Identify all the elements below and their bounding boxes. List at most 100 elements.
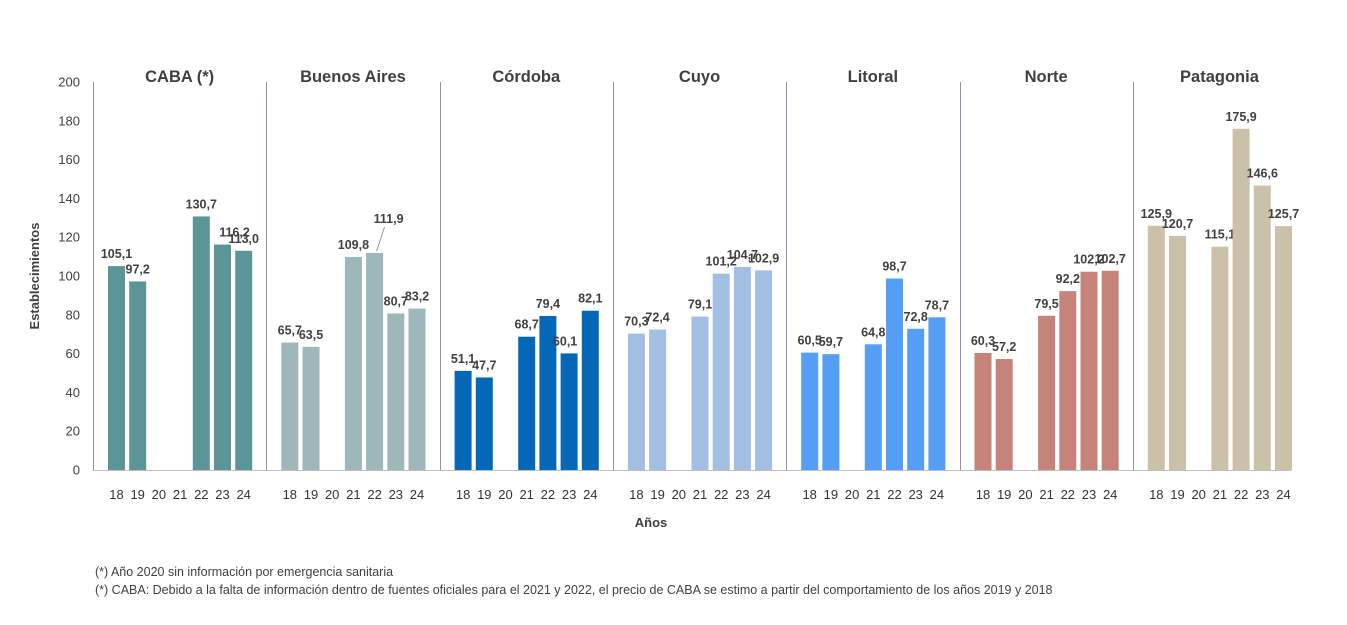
bar <box>475 377 493 470</box>
data-label: 113,0 <box>228 232 259 246</box>
x-tick-label: 22 <box>714 487 728 502</box>
data-label: 101,2 <box>706 255 737 269</box>
x-tick-label: 22 <box>541 487 555 502</box>
data-label: 51,1 <box>451 352 475 366</box>
data-label: 79,1 <box>688 298 712 312</box>
data-label: 109,8 <box>338 238 369 252</box>
data-label: 82,1 <box>578 292 602 306</box>
data-label: 79,5 <box>1034 297 1058 311</box>
bar <box>281 342 299 470</box>
x-tick-label: 23 <box>908 487 922 502</box>
x-tick-label: 18 <box>283 487 297 502</box>
x-tick-label: 23 <box>1082 487 1096 502</box>
data-label: 115,1 <box>1205 228 1236 242</box>
x-tick-label: 20 <box>498 487 512 502</box>
bar <box>344 256 362 470</box>
bar <box>864 344 882 470</box>
x-tick-label: 19 <box>130 487 144 502</box>
x-tick-label: 19 <box>650 487 664 502</box>
data-label: 92,2 <box>1056 272 1080 286</box>
x-tick-label: 18 <box>802 487 816 502</box>
x-tick-label: 20 <box>672 487 686 502</box>
group-title: Cuyo <box>679 68 720 86</box>
x-tick-label: 19 <box>824 487 838 502</box>
x-tick-label: 22 <box>367 487 381 502</box>
data-label: 102,2 <box>1073 253 1104 267</box>
x-tick-label: 18 <box>629 487 643 502</box>
x-tick-label: 23 <box>735 487 749 502</box>
data-label: 111,9 <box>374 212 404 226</box>
data-label: 72,8 <box>904 310 928 324</box>
bar <box>387 313 405 470</box>
x-tick-label: 20 <box>152 487 166 502</box>
label-leader-line <box>376 226 385 252</box>
bar <box>801 352 819 470</box>
data-label: 102,9 <box>748 251 779 265</box>
bar <box>581 310 599 470</box>
x-tick-label: 21 <box>693 487 707 502</box>
data-label: 60,3 <box>971 334 995 348</box>
group-title: Buenos Aires <box>300 68 406 86</box>
x-tick-label: 24 <box>1103 487 1117 502</box>
data-label: 59,7 <box>819 335 843 349</box>
bar <box>214 244 231 470</box>
bar <box>454 370 472 470</box>
x-tick-label: 21 <box>346 487 360 502</box>
bar <box>928 317 946 470</box>
data-label: 47,7 <box>472 358 496 372</box>
y-tick-label: 100 <box>58 269 80 284</box>
data-label: 70,3 <box>624 315 648 329</box>
bar <box>302 346 320 470</box>
bar <box>1275 226 1292 470</box>
x-tick-label: 22 <box>1061 487 1075 502</box>
bar <box>1232 128 1250 470</box>
footnote-covid: (*) Año 2020 sin información por emergen… <box>95 565 394 579</box>
group-title: Patagonia <box>1180 68 1260 86</box>
x-tick-label: 20 <box>1018 487 1032 502</box>
data-label: 72,4 <box>645 311 669 325</box>
x-tick-label: 21 <box>866 487 880 502</box>
y-tick-label: 0 <box>73 463 80 478</box>
bar <box>1038 315 1056 470</box>
bar <box>108 266 125 470</box>
bar <box>235 250 253 470</box>
x-tick-label: 21 <box>519 487 533 502</box>
group-title: Córdoba <box>492 68 561 86</box>
x-tick-label: 19 <box>1170 487 1184 502</box>
bar <box>129 281 147 470</box>
bar <box>712 273 730 470</box>
bar <box>822 354 840 470</box>
data-label: 83,2 <box>405 290 429 304</box>
data-label: 146,6 <box>1247 167 1278 181</box>
x-tick-label: 24 <box>410 487 424 502</box>
data-label: 68,7 <box>515 318 539 332</box>
x-tick-label: 21 <box>1213 487 1227 502</box>
bar <box>1169 235 1186 470</box>
data-label: 105,1 <box>101 247 132 261</box>
data-label: 80,7 <box>384 294 408 308</box>
x-tick-label: 18 <box>1149 487 1163 502</box>
group-title: Litoral <box>848 68 898 86</box>
group-title: Norte <box>1025 68 1068 86</box>
data-label: 60,5 <box>798 334 822 348</box>
bar <box>649 329 667 470</box>
x-tick-label: 23 <box>1255 487 1269 502</box>
x-tick-label: 22 <box>887 487 901 502</box>
bar <box>886 278 903 470</box>
x-tick-label: 23 <box>389 487 403 502</box>
data-label: 130,7 <box>186 197 217 211</box>
data-label: 125,9 <box>1141 207 1172 221</box>
bar <box>907 328 925 470</box>
x-tick-label: 21 <box>1039 487 1053 502</box>
bar <box>192 216 210 470</box>
x-tick-label: 18 <box>456 487 470 502</box>
y-tick-label: 40 <box>66 385 80 400</box>
y-tick-label: 60 <box>66 346 80 361</box>
data-label: 120,7 <box>1162 217 1193 231</box>
bar <box>1080 271 1098 470</box>
bar <box>733 266 751 470</box>
y-tick-label: 160 <box>58 152 80 167</box>
x-tick-label: 19 <box>997 487 1011 502</box>
data-label: 79,4 <box>536 297 560 311</box>
y-tick-label: 140 <box>58 191 80 206</box>
